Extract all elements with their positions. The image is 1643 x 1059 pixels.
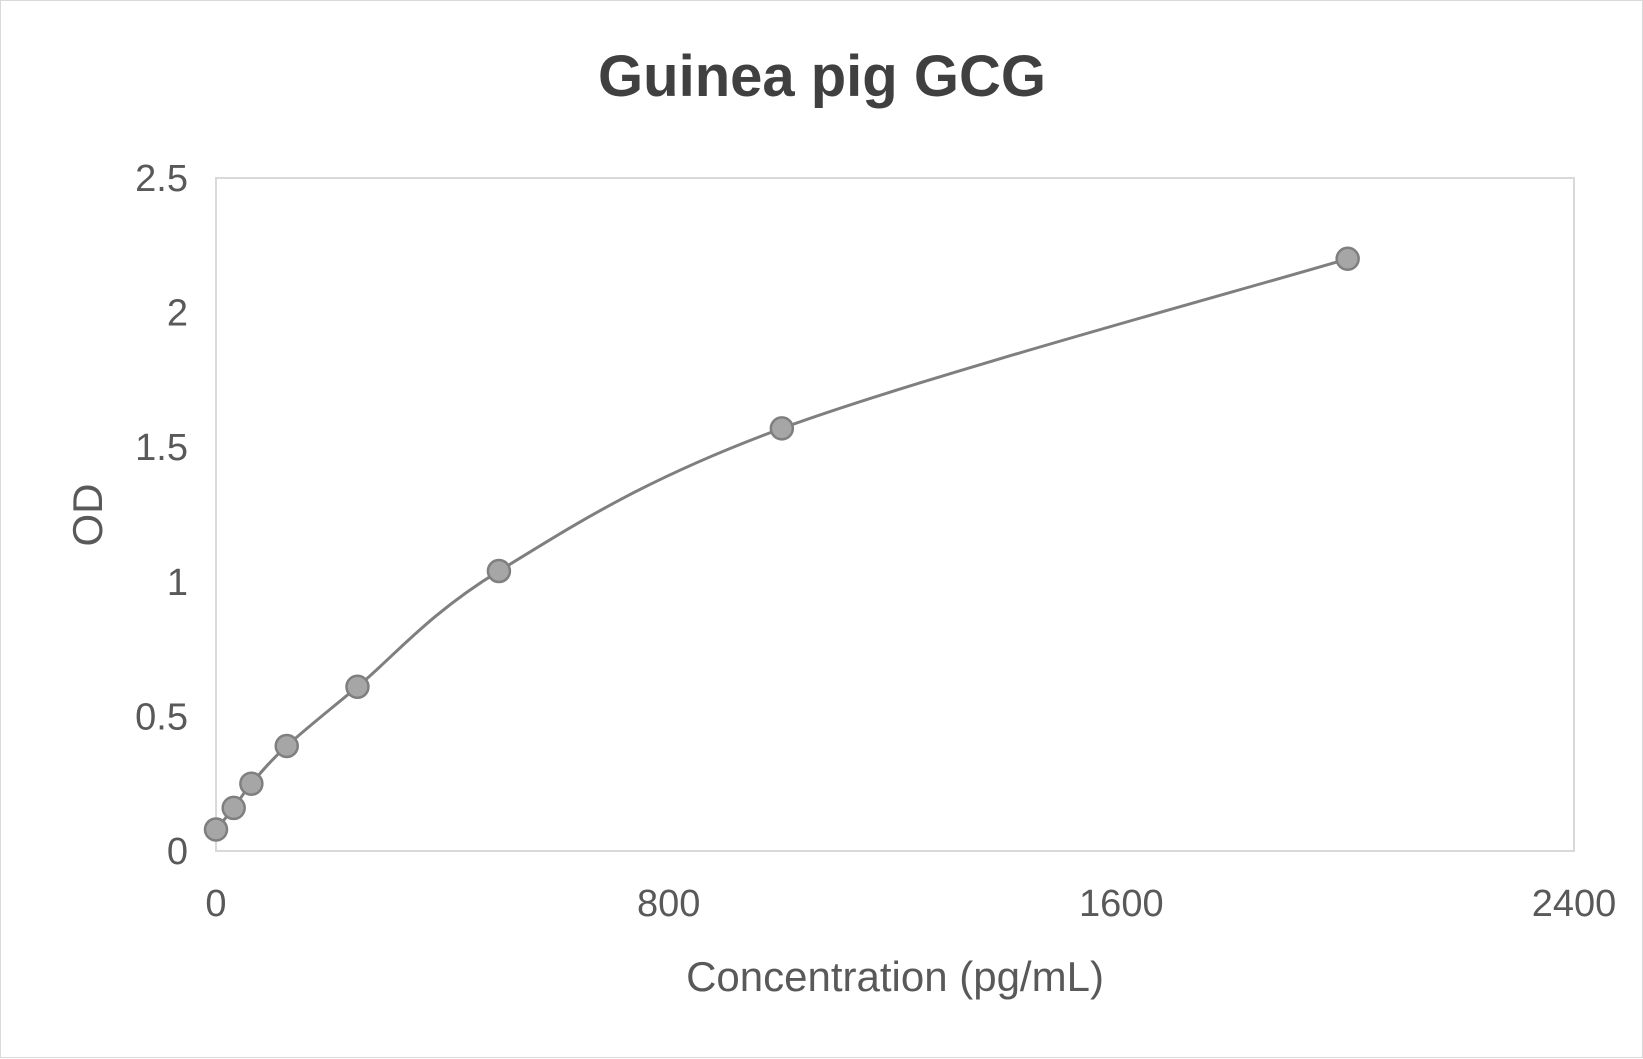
- x-axis-label: Concentration (pg/mL): [686, 953, 1104, 1000]
- y-tick-label: 1.5: [135, 427, 188, 469]
- data-point: [345, 674, 370, 700]
- data-point: [769, 416, 795, 441]
- series-line: [214, 257, 1349, 831]
- y-tick-label: 0.5: [135, 696, 188, 738]
- y-axis-label: OD: [64, 484, 111, 547]
- y-tick-label: 2: [167, 293, 188, 335]
- x-tick-label: 800: [637, 883, 700, 925]
- x-axis-ticks: 0 800 1600 2400: [205, 883, 1616, 925]
- y-axis-ticks: 0 0.5 1 1.5 2 2.5: [135, 158, 188, 873]
- plot-area: [215, 177, 1575, 852]
- y-tick-label: 0: [167, 831, 188, 873]
- data-point: [221, 795, 246, 821]
- y-tick-label: 1: [167, 562, 188, 604]
- chart-title: Guinea pig GCG: [598, 44, 1046, 109]
- x-tick-label: 1600: [1079, 883, 1164, 925]
- x-tick-label: 0: [205, 883, 226, 925]
- y-tick-label: 2.5: [135, 158, 188, 200]
- data-point: [1335, 246, 1360, 272]
- x-tick-label: 2400: [1532, 883, 1617, 925]
- data-point: [239, 771, 264, 796]
- data-point: [203, 817, 229, 842]
- data-points: [203, 246, 1360, 842]
- data-point: [486, 558, 512, 584]
- data-point: [274, 733, 299, 759]
